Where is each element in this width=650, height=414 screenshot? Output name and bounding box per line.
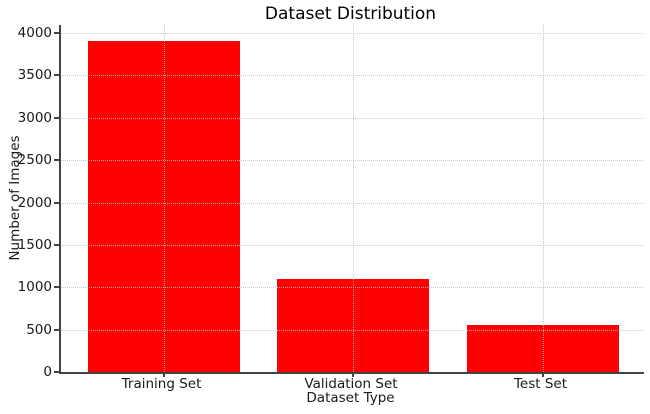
y-tick-mark <box>54 371 59 373</box>
y-tick-mark <box>54 328 59 331</box>
gridline-v <box>353 25 354 372</box>
y-tick-label: 500 <box>26 321 52 338</box>
gridline-h <box>61 33 644 34</box>
gridline-h <box>61 287 644 289</box>
x-tick-label: Validation Set <box>304 376 398 392</box>
gridline-h <box>61 75 644 77</box>
gridline-v <box>542 25 544 372</box>
y-tick-mark <box>54 116 59 119</box>
gridline-h <box>61 329 644 331</box>
gridline-h <box>61 244 644 246</box>
y-tick-label: 0 <box>43 364 52 380</box>
y-tick-mark <box>54 201 59 204</box>
y-tick-mark <box>54 32 59 34</box>
y-tick-label: 2500 <box>17 152 52 169</box>
gridline-h <box>61 202 644 204</box>
y-tick-label: 2000 <box>17 194 52 211</box>
x-tick-mark <box>352 372 354 377</box>
gridline-h <box>61 160 644 162</box>
y-tick-label: 1000 <box>17 279 52 296</box>
y-tick-mark <box>54 243 59 246</box>
x-tick-mark <box>541 372 544 377</box>
gridline-h <box>61 117 644 119</box>
y-tick-mark <box>54 74 59 77</box>
x-axis-label: Dataset Type <box>306 390 395 406</box>
x-tick-label: Training Set <box>121 376 202 392</box>
y-tick-label: 3500 <box>17 67 52 84</box>
y-tick-label: 4000 <box>17 25 52 41</box>
y-tick-label: 3000 <box>17 109 52 126</box>
x-tick-label: Test Set <box>513 376 568 392</box>
y-tick-mark <box>54 286 59 289</box>
y-tick-label: 1500 <box>17 236 52 253</box>
plot-area <box>54 25 644 377</box>
y-tick-mark <box>54 159 59 162</box>
chart-title: Dataset Distribution <box>264 4 437 24</box>
gridline-v <box>163 25 165 372</box>
x-tick-mark <box>162 372 165 377</box>
